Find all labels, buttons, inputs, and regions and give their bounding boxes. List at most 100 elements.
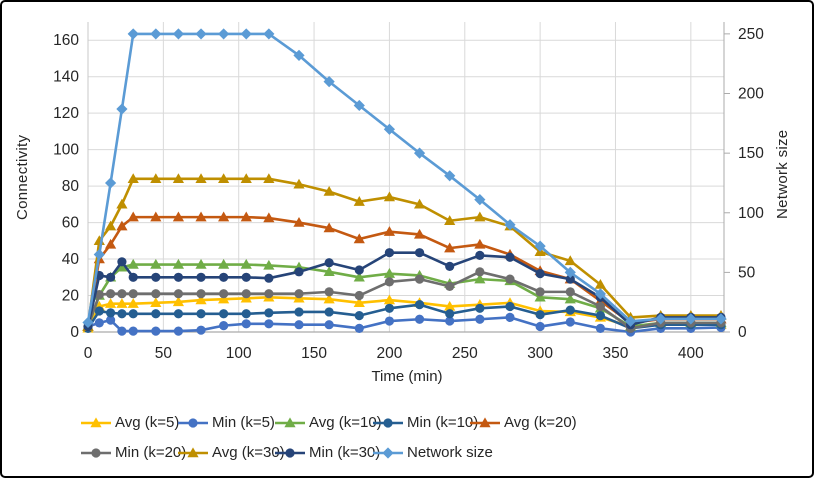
data-point-circle <box>151 289 161 299</box>
series-network-size <box>82 28 727 329</box>
data-point-circle <box>117 309 127 319</box>
data-point-circle <box>241 309 251 319</box>
data-point-triangle <box>323 293 335 304</box>
left-axis-tick-label: 20 <box>62 288 80 305</box>
x-axis-tick-label: 400 <box>678 345 704 362</box>
left-axis-tick-label: 160 <box>53 32 79 49</box>
data-point-triangle <box>564 293 576 304</box>
data-point-triangle <box>127 173 139 184</box>
data-point-circle <box>414 248 425 258</box>
right-axis-title: Network size <box>774 129 791 219</box>
data-point-triangle <box>105 220 117 231</box>
data-point-diamond <box>383 123 396 135</box>
data-point-circle <box>354 323 364 333</box>
data-point-circle <box>106 308 116 318</box>
data-point-triangle <box>474 273 486 284</box>
data-point-triangle <box>383 268 396 278</box>
data-point-diamond <box>293 49 305 61</box>
data-point-triangle <box>150 297 162 308</box>
x-axis-tick-label: 200 <box>376 345 402 362</box>
data-point-triangle <box>127 258 139 269</box>
data-point-circle <box>535 287 545 297</box>
data-point-circle <box>414 314 425 324</box>
data-point-circle <box>595 301 606 312</box>
data-point-triangle <box>195 294 207 305</box>
data-point-triangle <box>323 185 335 196</box>
data-point-triangle <box>195 173 207 184</box>
data-point-triangle <box>172 296 185 307</box>
data-point-circle <box>196 289 206 299</box>
data-point-circle <box>117 289 127 299</box>
data-point-circle <box>445 281 455 292</box>
series-line-avg-k-10 <box>86 263 723 328</box>
data-point-triangle <box>293 216 305 227</box>
data-point-diamond <box>82 316 94 329</box>
data-point-triangle <box>564 255 576 266</box>
data-point-diamond <box>685 313 697 325</box>
data-point-diamond <box>93 248 105 261</box>
data-point-triangle <box>353 196 365 206</box>
data-point-triangle <box>116 298 128 308</box>
data-point-diamond <box>564 266 576 278</box>
left-axis-tick-label: 100 <box>53 142 79 159</box>
data-point-circle <box>294 289 304 299</box>
data-point-diamond <box>413 147 426 159</box>
data-point-triangle <box>353 297 365 308</box>
data-point-triangle <box>413 198 426 209</box>
data-point-diamond <box>715 313 727 325</box>
data-point-triangle <box>240 258 252 269</box>
data-point-circle <box>565 287 575 297</box>
data-point-circle <box>324 258 334 268</box>
data-point-circle <box>94 290 104 300</box>
data-point-circle <box>475 250 485 261</box>
data-point-circle <box>173 289 184 299</box>
x-axis-tick-label: 250 <box>452 345 478 362</box>
data-point-diamond <box>150 28 162 40</box>
right-axis-tick-label: 150 <box>738 145 764 162</box>
data-point-triangle <box>218 258 230 269</box>
data-point-circle <box>565 305 575 315</box>
data-point-circle <box>294 320 304 330</box>
series-line-avg-k-5 <box>86 296 723 330</box>
data-point-triangle <box>474 238 486 249</box>
data-point-circle <box>173 326 184 336</box>
left-axis-tick-label: 60 <box>62 215 80 232</box>
data-point-circle <box>505 312 515 323</box>
data-point-circle <box>354 310 364 321</box>
data-point-diamond <box>195 28 207 40</box>
data-point-circle <box>241 289 251 299</box>
data-point-diamond <box>534 240 546 252</box>
right-axis-tick-label: 0 <box>738 324 747 341</box>
data-point-triangle <box>218 293 230 304</box>
x-axis-tick-label: 50 <box>155 345 173 362</box>
data-point-circle <box>196 272 206 282</box>
data-point-circle <box>595 310 606 321</box>
data-point-circle <box>324 320 334 330</box>
right-axis-tick-label: 250 <box>738 26 764 43</box>
data-point-circle <box>128 289 138 299</box>
data-point-circle <box>354 265 364 275</box>
data-point-circle <box>151 272 161 282</box>
data-point-diamond <box>353 99 365 112</box>
data-point-triangle <box>218 173 230 184</box>
data-point-circle <box>219 289 229 299</box>
data-point-diamond <box>263 28 275 40</box>
data-point-diamond <box>172 28 185 40</box>
data-point-circle <box>505 301 515 312</box>
data-point-triangle <box>353 233 365 244</box>
data-point-diamond <box>474 194 486 206</box>
data-point-triangle <box>150 258 162 269</box>
data-point-circle <box>94 318 104 328</box>
data-point-triangle <box>263 212 275 223</box>
data-point-circle <box>151 326 161 336</box>
data-point-circle <box>264 319 274 329</box>
data-point-circle <box>241 319 251 329</box>
data-point-circle <box>173 309 184 319</box>
right-axis-tick-label: 50 <box>738 264 756 281</box>
data-point-circle <box>384 277 395 287</box>
x-axis-tick-label: 0 <box>84 345 93 362</box>
x-axis-tick-label: 300 <box>527 345 553 362</box>
left-axis-tick-label: 140 <box>53 69 79 86</box>
data-point-circle <box>445 261 455 271</box>
